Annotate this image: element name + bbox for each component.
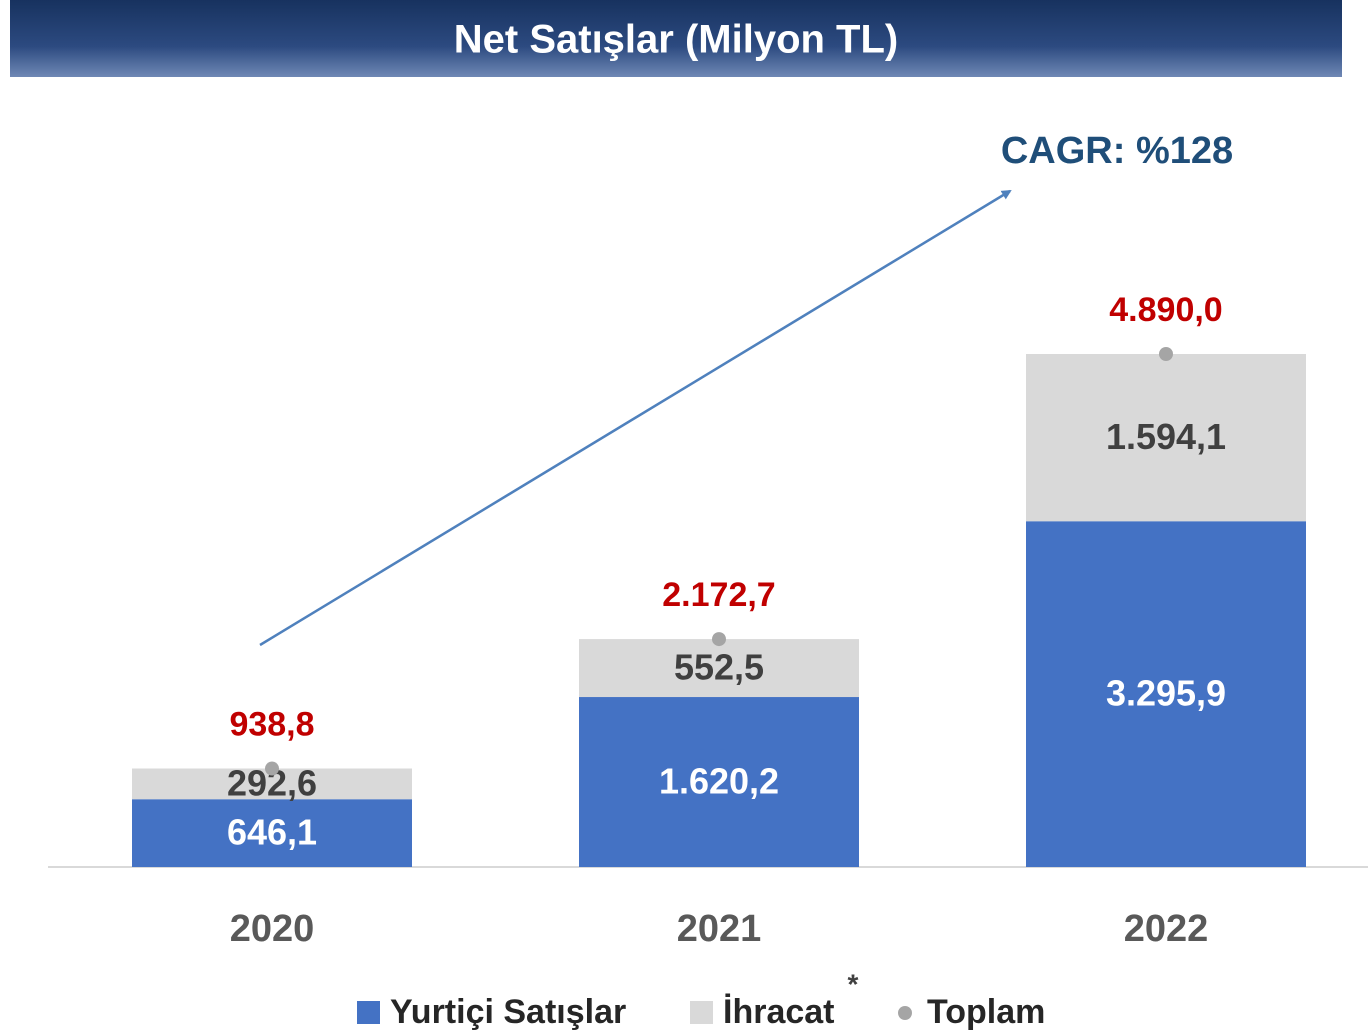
value-label: 3.295,9 <box>1106 673 1226 714</box>
bar-segment <box>132 799 412 867</box>
total-label: 2.172,7 <box>662 576 775 614</box>
growth-arrow <box>259 189 1012 647</box>
legend-label: Toplam <box>927 993 1045 1031</box>
bar-segment <box>579 697 859 867</box>
total-dot <box>712 632 726 647</box>
bar-segment <box>1026 354 1306 522</box>
total-dot <box>1159 347 1173 361</box>
chart-title: Net Satışlar (Milyon TL) <box>454 18 899 62</box>
value-label: 646,1 <box>227 812 317 853</box>
legend-swatch <box>357 1001 380 1024</box>
total-dot <box>265 761 279 776</box>
x-tick-label: 2021 <box>677 908 762 950</box>
footnote-marker: * <box>848 968 859 999</box>
bar-segment <box>1026 521 1306 867</box>
bar-segment <box>579 639 859 698</box>
value-label: 1.620,2 <box>659 761 779 802</box>
value-label: 552,5 <box>674 647 764 688</box>
legend-label: Yurtiçi Satışlar <box>390 993 626 1031</box>
value-label: 1.594,1 <box>1106 416 1226 457</box>
total-label: 4.890,0 <box>1109 291 1222 329</box>
x-tick-label: 2022 <box>1124 908 1209 950</box>
total-label: 938,8 <box>229 705 314 743</box>
legend-swatch <box>690 1001 713 1024</box>
title-banner <box>10 0 1342 77</box>
legend-swatch <box>898 1006 912 1020</box>
x-tick-label: 2020 <box>230 908 315 950</box>
cagr-annotation: CAGR: %128 <box>1001 130 1233 172</box>
legend-label: İhracat <box>723 993 835 1031</box>
